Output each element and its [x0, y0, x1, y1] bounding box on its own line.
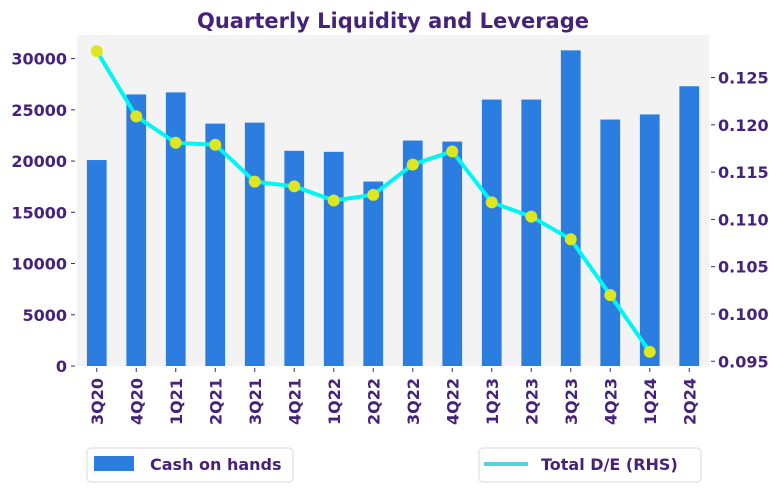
legend-line-label: Total D/E (RHS) — [541, 455, 678, 474]
x-tick-label: 3Q20 — [88, 378, 107, 425]
line-point-1Q21 — [169, 136, 182, 149]
legend-bar-label: Cash on hands — [150, 455, 282, 474]
bar-1Q23 — [481, 99, 502, 367]
left-tick-label: 20000 — [11, 152, 67, 171]
bar-2Q21 — [205, 123, 226, 366]
x-tick-label: 3Q23 — [562, 378, 581, 425]
right-axis: 0.095 0.100 0.105 0.110 0.115 0.120 0.125 — [711, 69, 769, 371]
x-tick-label: 4Q23 — [601, 378, 620, 425]
line-point-3Q21 — [248, 175, 261, 188]
left-tick-label: 10000 — [11, 255, 67, 274]
right-tick-label: 0.110 — [718, 210, 769, 229]
bar-2Q23 — [521, 99, 542, 367]
bar-4Q21 — [284, 150, 305, 366]
left-tick-label: 25000 — [11, 101, 67, 120]
left-tick-label: 5000 — [22, 306, 67, 325]
legend-bar[interactable]: Cash on hands — [86, 447, 294, 483]
right-tick-label: 0.115 — [718, 163, 769, 182]
bar-1Q22 — [323, 151, 344, 366]
line-point-3Q20 — [90, 45, 103, 58]
line-point-3Q22 — [406, 158, 419, 171]
x-tick-label: 4Q21 — [285, 378, 304, 425]
bar-series — [86, 50, 700, 367]
legend-line[interactable]: Total D/E (RHS) — [478, 447, 702, 483]
line-point-2Q22 — [367, 188, 380, 201]
x-tick-label: 2Q21 — [206, 378, 225, 425]
legend-bar-swatch — [94, 456, 134, 471]
line-point-4Q20 — [130, 110, 143, 123]
line-point-1Q22 — [327, 194, 340, 207]
left-tick-label: 30000 — [11, 50, 67, 69]
left-tick-label: 15000 — [11, 203, 67, 222]
line-point-2Q23 — [525, 210, 538, 223]
bar-3Q21 — [244, 122, 265, 366]
x-tick-label: 2Q24 — [680, 378, 699, 425]
line-point-4Q22 — [446, 145, 459, 158]
right-tick-label: 0.125 — [718, 69, 769, 88]
right-tick-label: 0.105 — [718, 258, 769, 277]
x-tick-label: 3Q22 — [404, 378, 423, 425]
bar-3Q23 — [560, 50, 581, 366]
bar-4Q22 — [442, 141, 463, 366]
legend-line-frame — [478, 447, 702, 483]
x-tick-label: 4Q22 — [443, 378, 462, 425]
x-tick-label: 1Q21 — [167, 378, 186, 425]
line-series — [90, 45, 656, 358]
bar-3Q22 — [402, 140, 423, 366]
bar-2Q24 — [679, 86, 700, 366]
bar-4Q20 — [126, 94, 147, 367]
line-point-1Q23 — [485, 196, 498, 209]
x-tick-label: 1Q23 — [483, 378, 502, 425]
bar-3Q20 — [86, 160, 107, 366]
bar-2Q22 — [363, 181, 384, 366]
line-point-3Q23 — [564, 233, 577, 246]
x-axis: 3Q20 4Q20 1Q21 2Q21 3Q21 4Q21 1Q22 2Q22 3Q22 4Q22… — [88, 368, 699, 425]
line-point-4Q23 — [604, 289, 617, 302]
left-tick-label: 0 — [56, 357, 67, 376]
chart-title: Quarterly Liquidity and Leverage — [197, 9, 589, 33]
legend-bar-frame — [86, 447, 294, 483]
left-axis: 0 5000 10000 15000 20000 25000 30000 — [11, 50, 75, 376]
line-point-4Q21 — [288, 180, 301, 193]
line-point-1Q24 — [643, 345, 656, 358]
right-tick-label: 0.100 — [718, 305, 769, 324]
x-tick-label: 2Q22 — [364, 378, 383, 425]
right-tick-label: 0.120 — [718, 116, 769, 135]
x-tick-label: 1Q24 — [641, 378, 660, 425]
bar-1Q24 — [639, 114, 660, 367]
x-tick-label: 2Q23 — [522, 378, 541, 425]
bar-4Q23 — [600, 119, 621, 367]
right-tick-label: 0.095 — [718, 352, 769, 371]
x-tick-label: 4Q20 — [127, 378, 146, 425]
x-tick-label: 1Q22 — [325, 378, 344, 425]
x-tick-label: 3Q21 — [246, 378, 265, 425]
line-point-2Q21 — [209, 138, 222, 151]
bar-1Q21 — [165, 92, 186, 366]
